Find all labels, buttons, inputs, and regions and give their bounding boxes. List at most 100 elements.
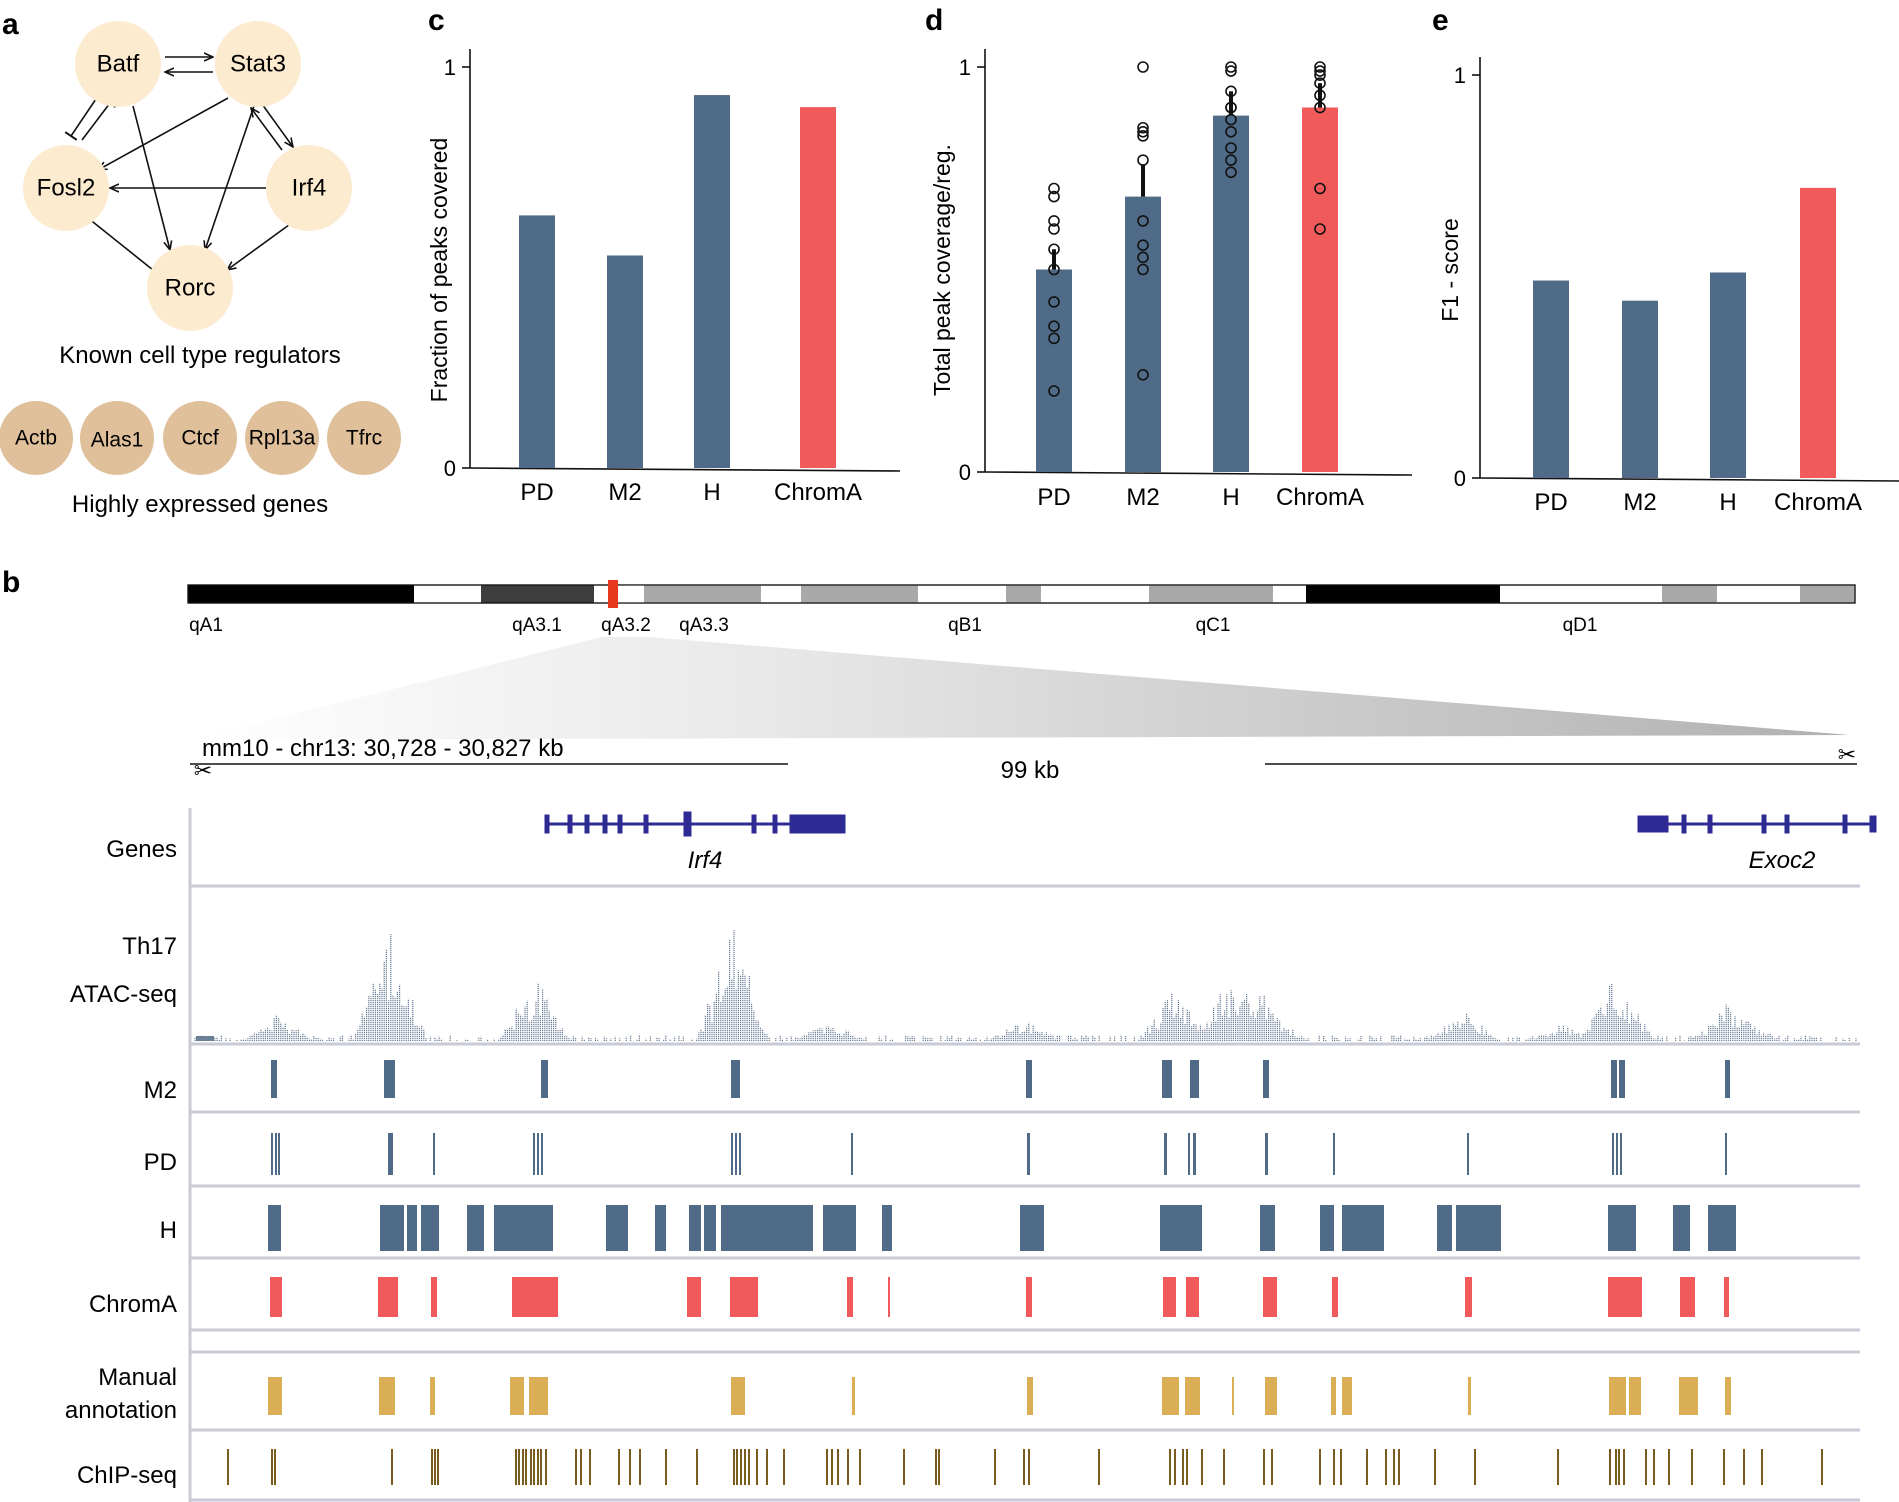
chip-peak — [1319, 1449, 1321, 1485]
chip-peak — [540, 1449, 542, 1485]
chip-peak — [1743, 1449, 1745, 1485]
chroma-region — [687, 1277, 701, 1317]
data-point — [1137, 251, 1149, 264]
manual-region — [731, 1377, 745, 1415]
bar-m2 — [1622, 300, 1658, 478]
irf4-exon — [772, 814, 778, 834]
chip-peak — [831, 1449, 833, 1485]
exoc2-exon — [1784, 814, 1790, 834]
track-label-h: H — [160, 1217, 177, 1244]
hk-actb-circle — [0, 401, 73, 475]
node-irf4-circle — [266, 145, 352, 231]
chip-peak — [1723, 1449, 1725, 1485]
exoc2-exon — [1869, 815, 1877, 833]
pd-region — [1725, 1133, 1727, 1175]
y-axis-label: Fraction of peaks covered — [426, 138, 452, 403]
h-region — [606, 1205, 628, 1251]
manual-region — [1185, 1377, 1200, 1415]
band-qC3 — [1306, 585, 1500, 603]
node-rorc: Rorc — [147, 245, 233, 331]
data-point — [1225, 101, 1237, 114]
chromosome-ideogram: qA1 qA3.1 qA3.2 qA3.3 qB1 qC1 qD1 — [187, 580, 1856, 636]
category-label: H — [703, 479, 720, 506]
chip-peak — [1393, 1449, 1395, 1485]
exoc2-exon — [1761, 814, 1767, 834]
band-label-qA3.2: qA3.2 — [601, 615, 651, 636]
chip-seq-track — [227, 1449, 1823, 1485]
m2-region — [1190, 1060, 1199, 1098]
chip-peak — [1333, 1449, 1335, 1485]
chip-peak — [1653, 1449, 1655, 1485]
y-tick-label: 0 — [1454, 466, 1466, 491]
pd-region — [731, 1133, 733, 1175]
h-region — [1608, 1205, 1636, 1251]
chip-peak — [1821, 1449, 1823, 1485]
h-region — [704, 1205, 716, 1251]
data-point — [1048, 385, 1060, 397]
chip-peak — [994, 1449, 996, 1485]
chip-peak — [530, 1449, 532, 1485]
exoc2-utr — [1637, 815, 1669, 833]
chip-peak — [1340, 1449, 1342, 1485]
edge-irf4-stat3 — [251, 108, 283, 151]
atac-signal-stub — [196, 1036, 214, 1041]
chip-peak — [1474, 1449, 1476, 1485]
track-label-atac-1: Th17 — [122, 933, 177, 960]
category-label: PD — [520, 479, 553, 506]
data-point — [1314, 89, 1326, 102]
data-point — [1314, 61, 1326, 73]
scissor-left-icon: ✂ — [194, 758, 212, 783]
manual-region — [1232, 1377, 1234, 1415]
chip-peak — [1668, 1449, 1670, 1485]
chip-peak — [744, 1449, 746, 1485]
chip-peak — [736, 1449, 738, 1485]
chip-peak — [575, 1449, 577, 1485]
pd-region — [537, 1133, 539, 1175]
h-region — [689, 1205, 701, 1251]
m2-region — [1263, 1060, 1269, 1098]
manual-region — [1725, 1377, 1731, 1415]
chroma-region — [1186, 1277, 1199, 1317]
bar-chroma — [800, 107, 836, 468]
edge-fosl2-batf — [81, 97, 117, 141]
irf4-exon — [617, 814, 623, 834]
chip-peak — [837, 1449, 839, 1485]
pd-region — [1612, 1133, 1614, 1175]
chip-peak — [618, 1449, 620, 1485]
m2-region — [1162, 1060, 1172, 1098]
chip-peak — [522, 1449, 524, 1485]
chip-peak — [1398, 1449, 1400, 1485]
node-batf-circle — [75, 21, 161, 107]
band-label-qD1: qD1 — [1563, 615, 1598, 636]
chip-peak — [903, 1449, 905, 1485]
h-region — [380, 1205, 404, 1251]
node-fosl2-circle — [23, 145, 109, 231]
node-irf4-label: Irf4 — [292, 175, 327, 202]
chip-peak — [826, 1449, 828, 1485]
bar-pd — [1533, 280, 1569, 478]
manual-region — [510, 1377, 524, 1415]
data-point — [1137, 130, 1149, 142]
pd-region — [1616, 1133, 1618, 1175]
x-axis — [984, 471, 1413, 476]
chip-peak — [525, 1449, 527, 1485]
chip-peak — [1098, 1449, 1100, 1485]
irf4-exon — [643, 814, 649, 834]
irf4-exon — [544, 814, 550, 834]
span-label: 99 kb — [1001, 757, 1060, 784]
node-batf: Batf — [75, 21, 161, 107]
data-point — [1048, 223, 1060, 235]
bar-h — [694, 95, 730, 468]
category-label: M2 — [1126, 484, 1159, 511]
pd-region — [541, 1133, 543, 1175]
edge-stat3-irf4 — [261, 103, 293, 147]
data-point — [1314, 223, 1326, 235]
regulator-network: Batf Stat3 Fosl2 Irf4 Rorc Known cell ty… — [0, 21, 401, 518]
hk-ctcf-label: Ctcf — [181, 427, 219, 450]
data-point — [1137, 121, 1149, 134]
bar-pd — [519, 215, 555, 468]
chip-peak — [1366, 1449, 1368, 1485]
chip-peak — [437, 1449, 439, 1485]
hk-actb-label: Actb — [15, 427, 57, 450]
